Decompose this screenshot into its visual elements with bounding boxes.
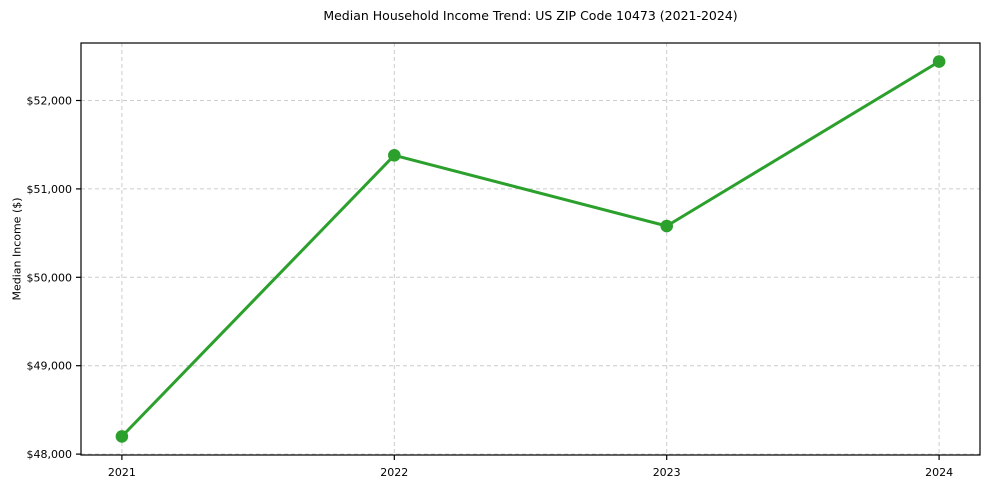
income-trend-line <box>120 60 941 438</box>
x-tick-label-3: 2024 <box>925 466 953 479</box>
chart-title: Median Household Income Trend: US ZIP Co… <box>323 8 738 23</box>
x-tick-label-0: 2021 <box>108 466 136 479</box>
data-point-2024 <box>932 55 946 68</box>
x-tick-label-1: 2022 <box>380 466 408 479</box>
y-tick-label-0: $48,000 <box>27 448 73 461</box>
data-point-2022 <box>388 149 401 162</box>
plot-frame <box>80 42 981 456</box>
y-tick-label-2: $50,000 <box>27 271 73 284</box>
x-tick-label-2: 2023 <box>653 466 681 479</box>
y-tick-label-4: $52,000 <box>27 95 73 108</box>
y-tick-label-3: $51,000 <box>27 183 73 196</box>
data-point-2021 <box>115 430 129 443</box>
y-tick-label-1: $49,000 <box>27 360 73 373</box>
data-point-2023 <box>660 219 673 233</box>
